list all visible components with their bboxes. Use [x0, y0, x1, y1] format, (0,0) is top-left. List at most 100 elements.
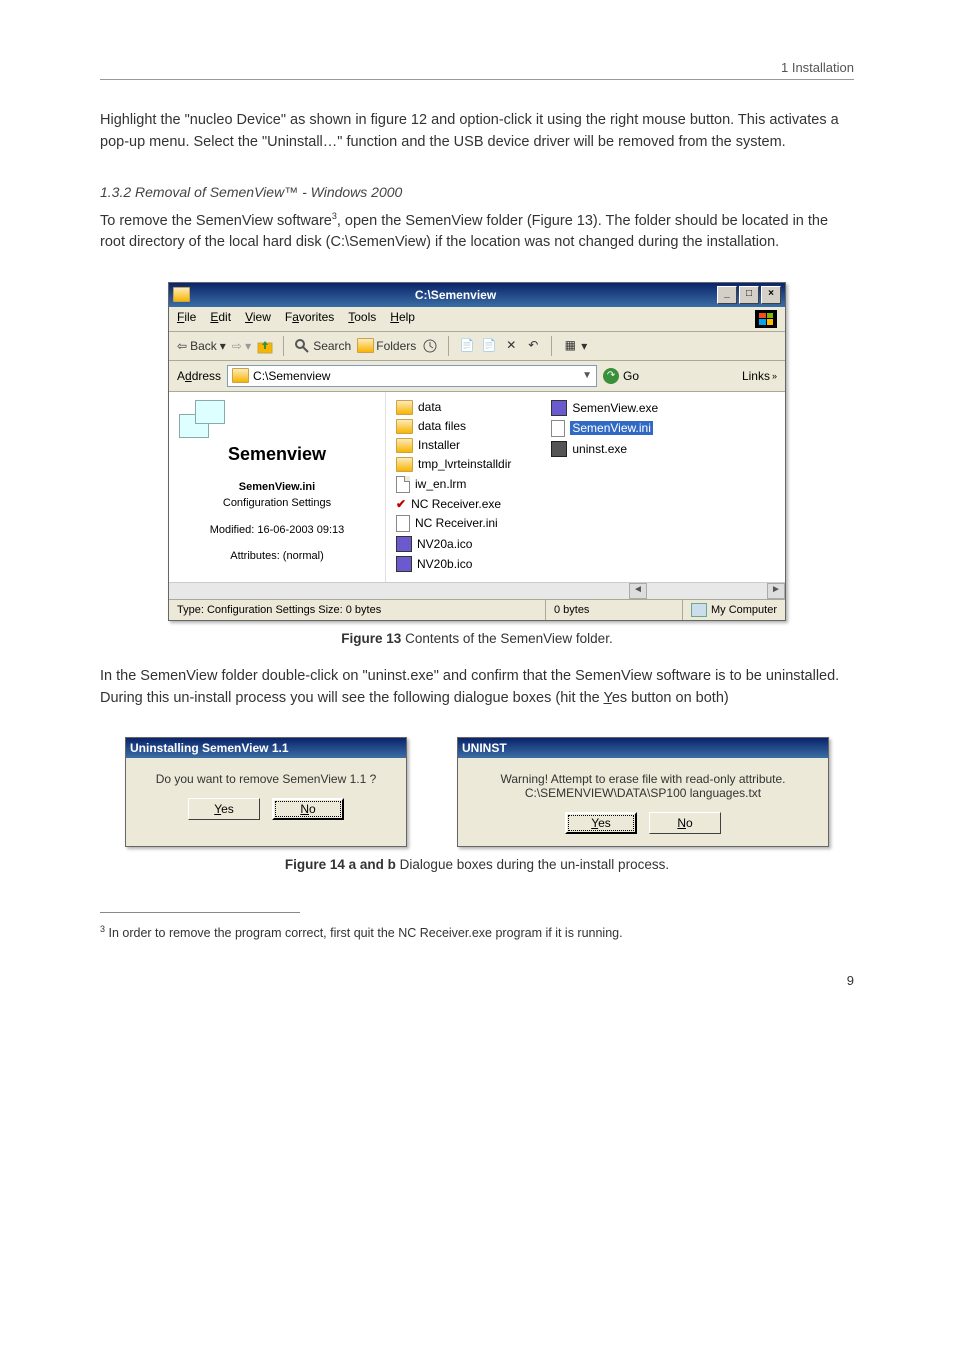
file-item[interactable]: tmp_lvrteinstalldir [396, 457, 511, 472]
file-name: tmp_lvrteinstalldir [418, 457, 511, 471]
file-item[interactable]: NC Receiver.ini [396, 515, 511, 532]
check-icon: ✔ [396, 497, 406, 511]
address-label: Address [177, 369, 221, 383]
dialog1-titlebar: Uninstalling SemenView 1.1 [126, 738, 406, 758]
explorer-titlebar: C:\Semenview _ □ × [169, 283, 785, 307]
file-list: data data files Installer tmp_lvrteinstalld… [386, 392, 785, 582]
paragraph-2: To remove the SemenView software3, open … [100, 210, 854, 254]
file-name: NV20a.ico [417, 537, 472, 551]
status-bar: Type: Configuration Settings Size: 0 byt… [169, 599, 785, 620]
file-item[interactable]: NV20b.ico [396, 556, 511, 572]
figure-13-caption: Figure 13 Contents of the SemenView fold… [100, 631, 854, 646]
subsection-title: 1.3.2 Removal of SemenView™ - Windows 20… [100, 184, 854, 200]
menu-edit[interactable]: Edit [210, 310, 231, 328]
exe-icon [396, 556, 412, 572]
exe-icon [551, 400, 567, 416]
file-name: data files [418, 419, 466, 433]
footnote: 3 In order to remove the program correct… [100, 923, 854, 943]
dialog2-yes-button[interactable]: Yes [565, 812, 637, 834]
minimize-button[interactable]: _ [717, 286, 737, 304]
dialog1-no-button[interactable]: No [272, 798, 344, 820]
search-button[interactable]: Search [294, 338, 351, 354]
dialog1-title: Uninstalling SemenView 1.1 [130, 741, 402, 755]
file-name: SemenView.exe [572, 401, 658, 415]
folders-button[interactable]: Folders [357, 338, 416, 354]
address-value: C:\Semenview [253, 369, 330, 383]
file-name: data [418, 400, 441, 414]
ini-icon [396, 515, 410, 532]
file-name: iw_en.lrm [415, 477, 466, 491]
page-number: 9 [100, 973, 854, 988]
file-item[interactable]: ✔ NC Receiver.exe [396, 497, 511, 511]
undo-button[interactable]: ↶ [525, 338, 541, 354]
dialog2-no-button[interactable]: No [649, 812, 721, 834]
folder-thumbnail-icon [179, 400, 225, 440]
menu-file[interactable]: FFileile [177, 310, 196, 328]
menu-favorites[interactable]: Favorites [285, 310, 334, 328]
folders-icon [357, 338, 373, 354]
move-to-icon: 📄 [459, 338, 475, 354]
dialog1-yes-button[interactable]: Yes [188, 798, 260, 820]
file-icon [396, 476, 410, 493]
close-button[interactable]: × [761, 286, 781, 304]
history-button[interactable] [422, 338, 438, 354]
menu-view[interactable]: View [245, 310, 271, 328]
copy-to-button[interactable]: 📄 [481, 338, 497, 354]
windows-logo-icon [755, 310, 777, 328]
figure-14-caption: Figure 14 a and b Dialogue boxes during … [100, 857, 854, 872]
delete-button[interactable]: ✕ [503, 338, 519, 354]
selected-file-type: Configuration Settings [179, 495, 375, 512]
menu-bar: FFileile Edit View Favorites Tools Help [169, 307, 785, 332]
folder-icon [396, 457, 413, 472]
address-bar: Address C:\Semenview ▼ ↷ Go Links » [169, 361, 785, 392]
uninst-icon [551, 441, 567, 457]
menu-help[interactable]: Help [390, 310, 415, 328]
file-name: uninst.exe [572, 442, 627, 456]
footnote-rule [100, 912, 300, 913]
file-item[interactable]: data [396, 400, 511, 415]
file-item[interactable]: SemenView.ini [551, 420, 658, 437]
dialog2-title: UNINST [462, 741, 824, 755]
file-name: NC Receiver.ini [415, 516, 498, 530]
panel-folder-name: Semenview [179, 444, 375, 465]
file-item[interactable]: uninst.exe [551, 441, 658, 457]
selected-file-name: SemenView.ini [239, 481, 315, 493]
status-location: My Computer [683, 600, 785, 620]
go-button[interactable]: ↷ Go [603, 368, 639, 384]
menu-tools[interactable]: Tools [348, 310, 376, 328]
file-item[interactable]: iw_en.lrm [396, 476, 511, 493]
file-item[interactable]: data files [396, 419, 511, 434]
scroll-left-icon[interactable]: ◄ [629, 583, 647, 599]
left-info-panel: Semenview SemenView.ini Configuration Se… [169, 392, 386, 582]
forward-button[interactable]: ⇨ ▾ [232, 339, 251, 353]
file-item[interactable]: SemenView.exe [551, 400, 658, 416]
file-name: NC Receiver.exe [411, 497, 501, 511]
folder-icon [396, 400, 413, 415]
file-item[interactable]: NV20a.ico [396, 536, 511, 552]
file-item[interactable]: Installer [396, 438, 511, 453]
scroll-right-icon[interactable]: ► [767, 583, 785, 599]
move-to-button[interactable]: 📄 [459, 338, 475, 354]
copy-to-icon: 📄 [481, 338, 497, 354]
exe-icon [396, 536, 412, 552]
selected-file-attrs: Attributes: (normal) [179, 548, 375, 565]
delete-icon: ✕ [503, 338, 519, 354]
links-button[interactable]: Links » [742, 369, 777, 383]
dialog2-message: Warning! Attempt to erase file with read… [472, 772, 814, 800]
views-button[interactable]: ▦▾ [562, 338, 587, 354]
maximize-button[interactable]: □ [739, 286, 759, 304]
paragraph-2a: To remove the SemenView software [100, 212, 332, 228]
up-button[interactable] [257, 338, 273, 354]
address-dropdown-icon[interactable]: ▼ [582, 370, 592, 381]
selected-file-modified: Modified: 16-06-2003 09:13 [179, 522, 375, 539]
ini-icon [551, 420, 565, 437]
address-input[interactable]: C:\Semenview ▼ [227, 365, 597, 387]
file-name: SemenView.ini [570, 421, 653, 435]
up-folder-icon [257, 338, 273, 354]
file-name: NV20b.ico [417, 557, 472, 571]
paragraph-3: In the SemenView folder double-click on … [100, 666, 854, 710]
toolbar: ⇦ Back ▾ ⇨ ▾ Search Folders 📄 [169, 332, 785, 361]
dialog1-message: Do you want to remove SemenView 1.1 ? [140, 772, 392, 786]
back-button[interactable]: ⇦ Back ▾ [177, 339, 226, 353]
horizontal-scrollbar[interactable]: ◄ ► [169, 582, 785, 599]
